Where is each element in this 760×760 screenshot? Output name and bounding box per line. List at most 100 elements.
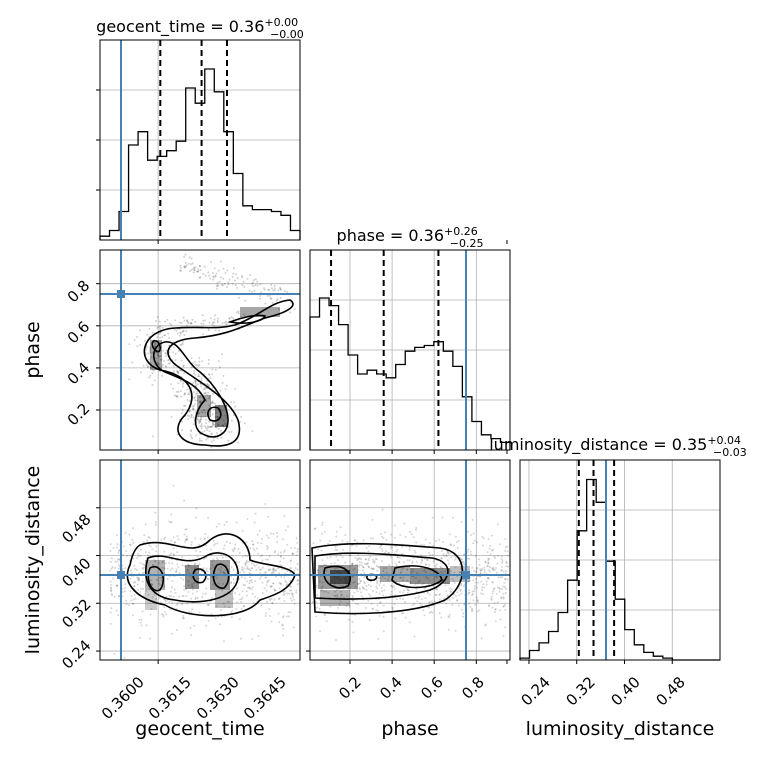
scatter-point-ld-geocent [122,545,125,548]
scatter-point-ld-geocent [262,566,264,569]
scatter-point-ld-phase [336,596,339,599]
panel-frame-1-0 [99,249,301,451]
scatter-point-phase-geocent [177,371,180,374]
scatter-point-phase-geocent [213,267,216,270]
scatter-point-phase-geocent [210,260,213,263]
title-geocent-time: geocent_time = 0.36+0.00 −0.00 [96,16,304,41]
scatter-point-ld-geocent [235,587,238,590]
scatter-point-ld-phase [390,585,393,588]
scatter-point-ld-geocent [217,568,220,571]
scatter-point-ld-phase [462,615,464,618]
scatter-point-phase-geocent [153,343,156,346]
scatter-point-phase-geocent [275,299,278,302]
scatter-point-ld-geocent [191,592,194,595]
scatter-point-phase-geocent [217,269,220,272]
scatter-point-phase-geocent [200,379,203,382]
scatter-point-ld-geocent [246,555,249,558]
scatter-point-phase-geocent [214,329,217,332]
scatter-point-ld-phase [333,584,336,587]
scatter-point-phase-geocent [194,396,197,398]
scatter-point-phase-geocent [207,362,210,365]
scatter-point-ld-geocent [273,598,276,601]
scatter-point-ld-geocent [248,572,251,575]
scatter-point-ld-phase [391,608,394,611]
scatter-point-ld-geocent [240,576,243,579]
scatter-point-ld-geocent [273,589,276,592]
scatter-point-ld-phase [316,569,319,572]
scatter-point-ld-geocent [132,598,135,601]
scatter-point-phase-geocent [262,287,265,290]
scatter-point-ld-phase [480,580,483,583]
scatter-point-phase-geocent [161,326,164,329]
scatter-point-phase-geocent [206,437,209,440]
scatter-point-ld-geocent [212,566,215,568]
scatter-point-ld-phase [336,606,339,609]
scatter-point-phase-geocent [218,329,221,332]
scatter-point-ld-phase [453,582,456,584]
scatter-point-ld-geocent [270,620,273,623]
scatter-point-phase-geocent [198,360,201,363]
scatter-point-phase-geocent [243,313,246,316]
scatter-point-phase-geocent [145,346,148,349]
scatter-point-phase-geocent [215,285,218,288]
scatter-point-ld-phase [390,546,393,548]
scatter-point-ld-geocent [208,568,211,571]
scatter-point-phase-geocent [200,423,203,426]
scatter-point-phase-geocent [167,359,170,362]
scatter-point-ld-phase [429,554,431,557]
scatter-point-ld-geocent [221,589,224,592]
scatter-point-ld-phase [380,533,383,536]
scatter-point-phase-geocent [221,283,223,286]
scatter-point-phase-geocent [174,359,177,362]
scatter-point-ld-phase [324,530,327,533]
scatter-point-ld-geocent [270,597,273,600]
scatter-point-ld-phase [502,570,505,573]
scatter-point-ld-phase [391,586,394,589]
scatter-point-ld-geocent [240,601,243,603]
scatter-point-ld-phase [362,566,365,569]
scatter-point-ld-phase [428,601,431,604]
scatter-point-ld-geocent [240,598,243,601]
scatter-point-phase-geocent [208,430,211,433]
scatter-point-ld-phase [489,570,492,573]
scatter-point-ld-phase [336,548,339,551]
scatter-point-ld-geocent [251,637,254,640]
xtick-ld-2: 0.40 [607,673,643,709]
scatter-point-ld-geocent [255,569,258,571]
scatter-point-phase-geocent [190,321,193,324]
scatter-point-ld-geocent [175,603,178,606]
scatter-point-phase-geocent [228,317,231,320]
scatter-point-phase-geocent [198,396,201,398]
scatter-point-ld-phase [470,607,473,610]
scatter-point-ld-phase [362,539,365,542]
scatter-point-ld-geocent [129,590,132,593]
scatter-point-ld-geocent [195,577,198,580]
scatter-point-ld-phase [321,521,324,524]
scatter-point-ld-geocent [219,623,221,626]
scatter-point-ld-phase [375,591,378,594]
scatter-point-phase-geocent [198,439,201,442]
scatter-point-phase-geocent [239,420,242,423]
scatter-point-ld-geocent [252,543,255,546]
scatter-point-ld-phase [378,577,381,580]
scatter-point-ld-geocent [116,560,119,563]
scatter-point-ld-phase [319,581,321,584]
scatter-point-ld-geocent [111,594,113,597]
scatter-point-ld-geocent [163,567,166,570]
scatter-point-ld-geocent [117,564,120,567]
scatter-point-ld-phase [500,569,503,572]
scatter-point-ld-phase [383,589,386,592]
scatter-point-ld-phase [367,565,370,568]
scatter-point-ld-phase [371,560,374,563]
scatter-point-phase-geocent [225,384,228,387]
scatter-point-ld-geocent [151,596,154,599]
scatter-point-ld-phase [490,598,493,601]
scatter-point-ld-geocent [197,564,199,567]
scatter-point-ld-phase [399,571,402,574]
scatter-point-ld-geocent [250,581,253,584]
scatter-point-phase-geocent [163,360,165,363]
scatter-point-ld-geocent [112,546,115,549]
scatter-point-ld-phase [399,597,402,600]
scatter-point-ld-phase [323,614,326,617]
scatter-point-ld-phase [346,540,349,543]
